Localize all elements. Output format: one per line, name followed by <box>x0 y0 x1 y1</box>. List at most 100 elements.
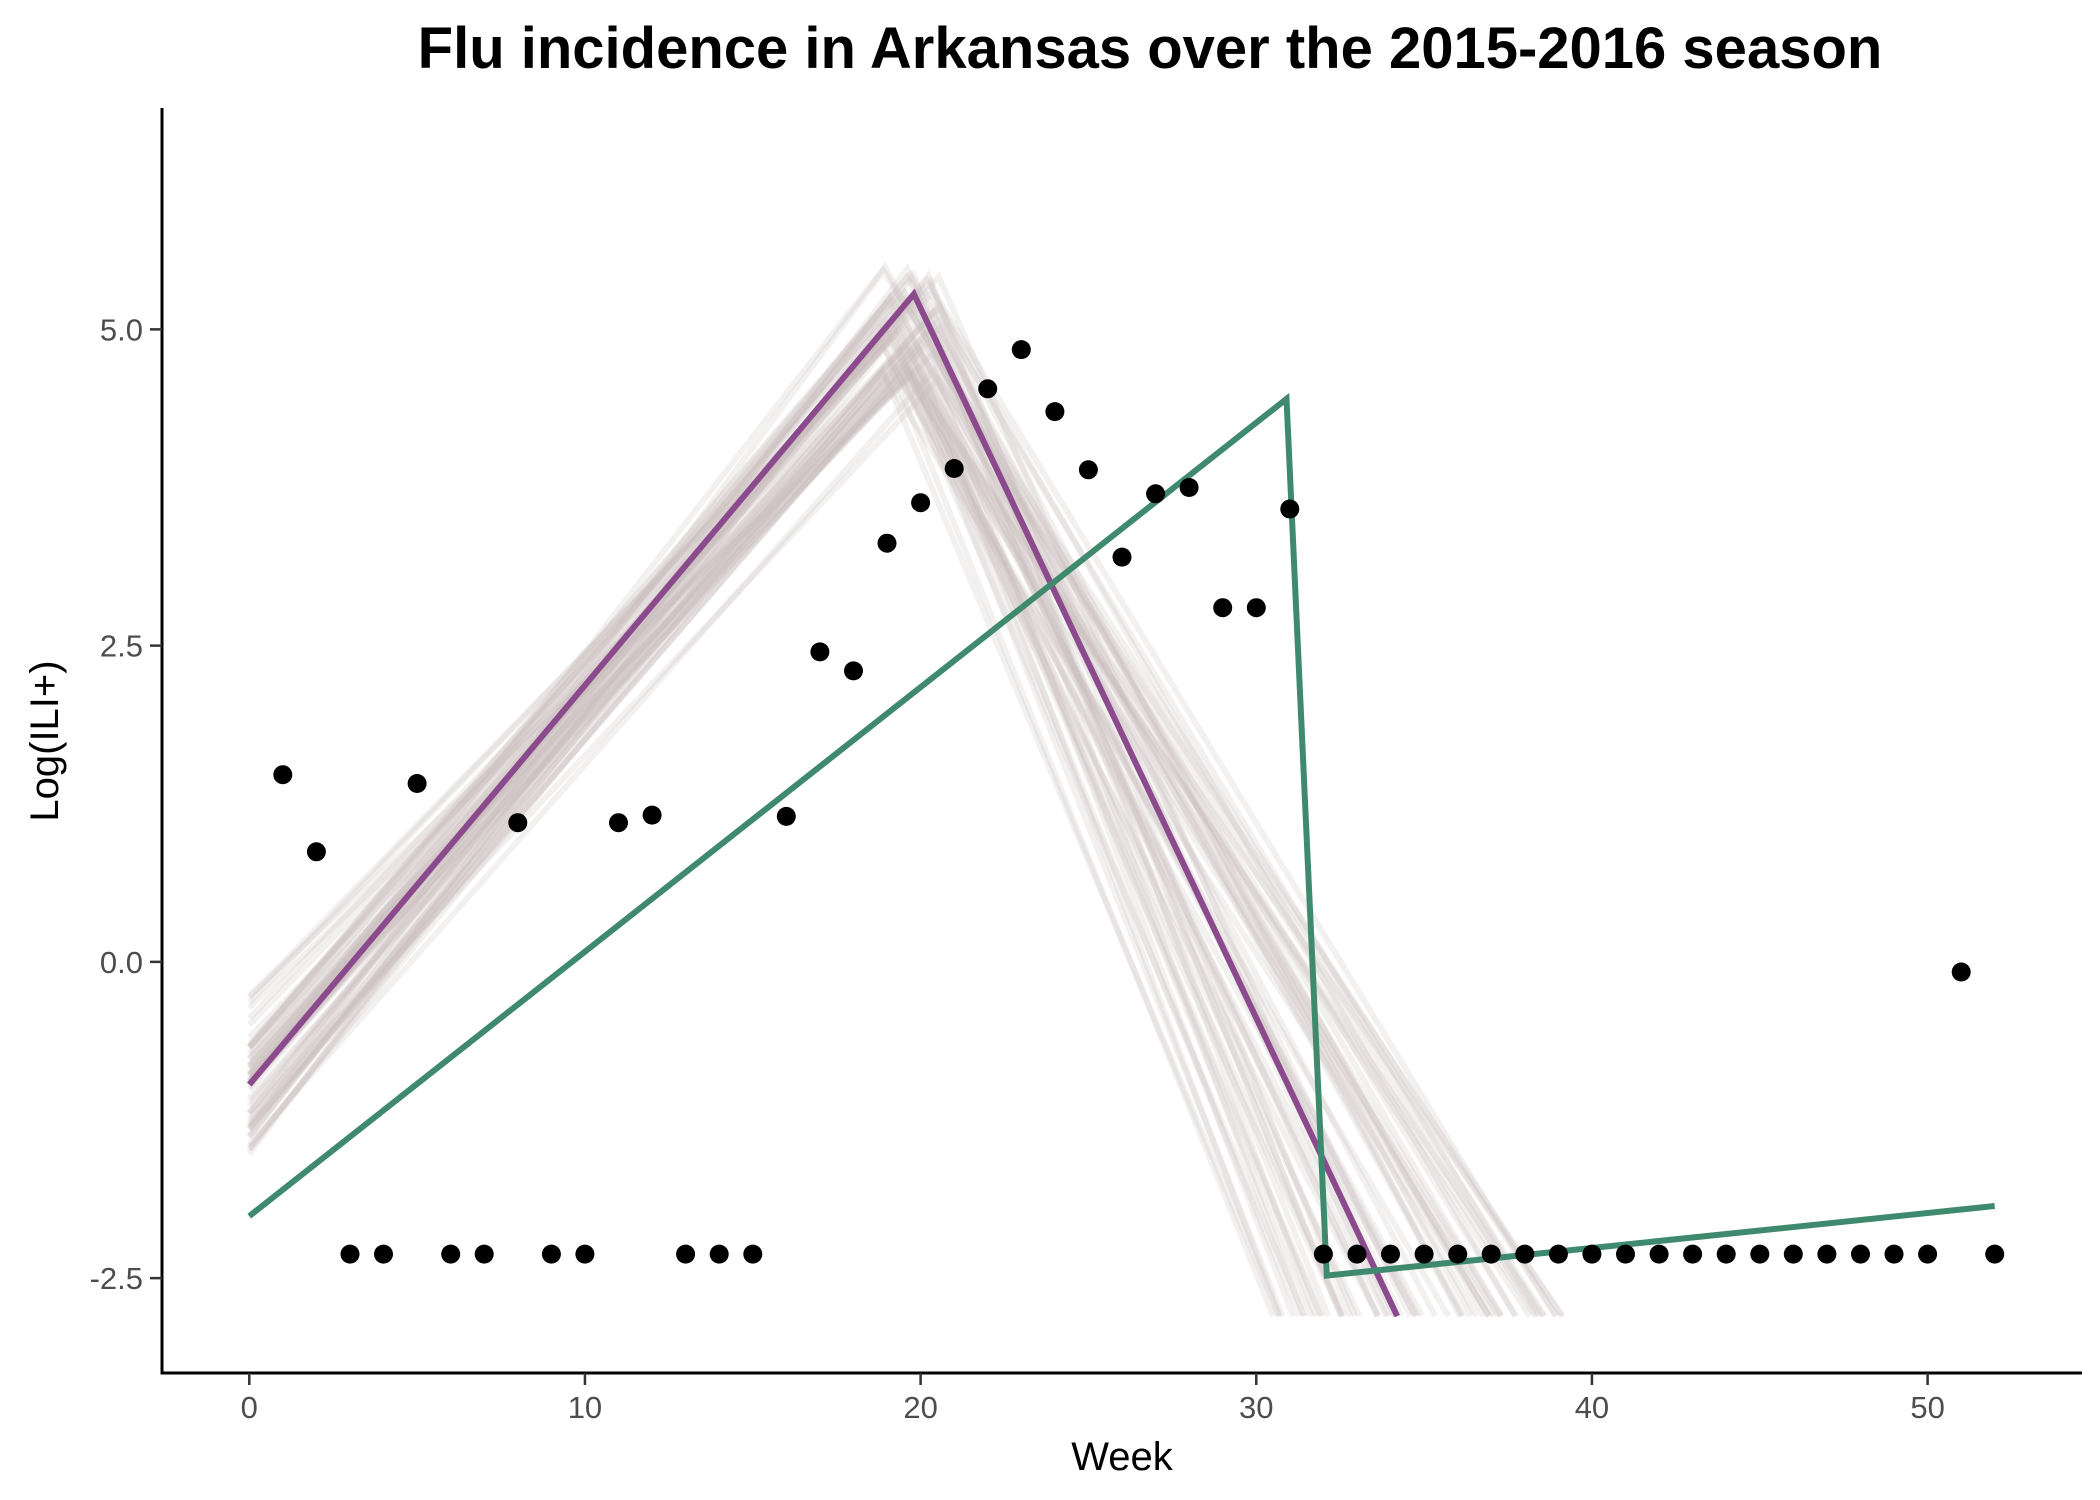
sample-curve <box>247 364 1324 1318</box>
sample-curve <box>247 327 1308 1318</box>
observed-point <box>1146 484 1166 504</box>
y-tick-label: -2.5 <box>90 1261 143 1296</box>
sample-curve <box>247 361 1539 1318</box>
observed-point <box>844 661 863 681</box>
sample-curve <box>247 269 1474 1318</box>
observed-point <box>1649 1244 1669 1264</box>
sample-curve <box>247 374 1497 1318</box>
observed-point <box>1246 598 1266 618</box>
observed-point <box>407 774 427 793</box>
x-axis-ticks: 0 10 20 30 40 50 <box>241 1373 1945 1425</box>
observed-point <box>1179 478 1199 497</box>
sample-curve <box>247 335 1548 1318</box>
observed-point <box>877 533 897 553</box>
sample-curve <box>247 343 1381 1318</box>
observed-point <box>441 1244 461 1264</box>
sample-curve <box>247 337 1283 1318</box>
sample-curve <box>246 321 1303 1318</box>
chart-title: Flu incidence in Arkansas over the 2015-… <box>418 16 1883 81</box>
observed-point <box>1414 1244 1434 1264</box>
sample-curve <box>247 286 1467 1318</box>
observed-point <box>1112 547 1132 567</box>
observed-point <box>575 1244 595 1264</box>
observed-point <box>1548 1244 1568 1264</box>
observed-point <box>1481 1244 1501 1264</box>
sample-curve <box>246 287 1315 1318</box>
observed-point <box>1851 1244 1870 1264</box>
sample-curve <box>247 361 1348 1318</box>
observed-point <box>374 1244 393 1264</box>
observed-point <box>1884 1244 1904 1264</box>
observed-point <box>1951 962 1971 982</box>
y-axis-title: Log(ILI+) <box>23 660 67 821</box>
observed-point <box>273 765 293 785</box>
sample-curve <box>247 287 1463 1318</box>
sample-curve <box>246 262 1332 1318</box>
observed-point <box>474 1244 494 1264</box>
sample-curve <box>247 276 1319 1318</box>
observed-point <box>1011 340 1031 360</box>
x-tick-label: 20 <box>903 1390 937 1425</box>
sample-curve <box>246 294 1491 1318</box>
sample-curve <box>247 323 1421 1318</box>
x-tick-label: 30 <box>1239 1390 1273 1425</box>
sample-curve <box>246 347 1363 1318</box>
observed-point <box>776 806 796 826</box>
sample-curve <box>247 287 1505 1318</box>
observed-point <box>1985 1244 2005 1264</box>
observed-point <box>911 493 931 513</box>
sample-curve <box>247 283 1543 1318</box>
sample-curve <box>246 292 1480 1318</box>
sample-curve <box>247 365 1546 1318</box>
alternative-fit-line <box>247 392 1996 1279</box>
observed-point <box>1683 1244 1703 1264</box>
observed-point <box>978 379 998 399</box>
observed-point <box>1313 1244 1333 1264</box>
x-tick-label: 40 <box>1575 1390 1609 1425</box>
observed-point <box>1750 1244 1770 1264</box>
observed-point <box>642 805 662 825</box>
x-axis-title: Week <box>1071 1435 1174 1479</box>
x-tick-label: 50 <box>1910 1390 1944 1425</box>
observed-point <box>1582 1244 1602 1264</box>
observed-point <box>609 813 628 833</box>
sample-curve <box>247 371 1451 1318</box>
sample-curve <box>246 265 1559 1318</box>
observed-point <box>541 1244 561 1264</box>
sample-curve <box>246 271 1487 1318</box>
sample-curve <box>246 269 1354 1318</box>
observed-point <box>508 813 528 833</box>
observed-point <box>1347 1244 1367 1264</box>
x-tick-label: 10 <box>568 1390 602 1425</box>
sample-curve <box>246 320 1565 1318</box>
observed-point <box>1716 1244 1736 1264</box>
observed-point <box>1616 1244 1635 1264</box>
sample-curve <box>247 365 1533 1318</box>
sample-curve <box>246 274 1559 1318</box>
y-tick-label: 2.5 <box>100 629 143 664</box>
observed-point <box>1515 1244 1535 1264</box>
observed-point <box>306 842 326 862</box>
observed-point <box>1381 1244 1400 1264</box>
posterior-sample-curves <box>246 261 1565 1318</box>
sample-curve <box>247 306 1413 1318</box>
observed-point <box>1213 598 1233 618</box>
sample-curve <box>247 364 1565 1318</box>
sample-curve <box>247 347 1492 1318</box>
observed-point <box>1448 1244 1468 1264</box>
observed-point <box>743 1244 763 1264</box>
sample-curve <box>247 357 1502 1318</box>
y-tick-label: 5.0 <box>100 312 143 347</box>
observed-point <box>340 1244 360 1264</box>
x-tick-label: 0 <box>241 1390 258 1425</box>
observed-point <box>1280 499 1300 519</box>
observed-point <box>709 1244 729 1264</box>
observed-points <box>273 340 2005 1264</box>
observed-point <box>1918 1244 1938 1264</box>
fitted-lines <box>247 288 1996 1318</box>
sample-curve <box>247 328 1286 1318</box>
sample-curve <box>246 269 1307 1318</box>
sample-curve <box>247 319 1345 1318</box>
observed-point <box>676 1244 696 1264</box>
